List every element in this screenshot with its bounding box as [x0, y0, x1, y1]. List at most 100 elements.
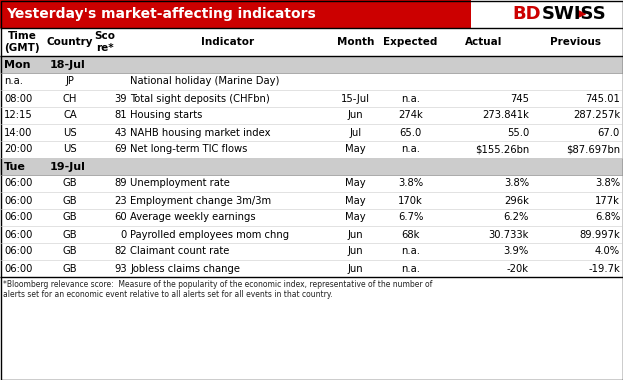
- Text: 273.841k: 273.841k: [482, 111, 529, 120]
- Text: Jun: Jun: [348, 263, 363, 274]
- Text: 06:00: 06:00: [4, 195, 32, 206]
- Text: 55.0: 55.0: [506, 128, 529, 138]
- Text: Jun: Jun: [348, 247, 363, 256]
- Text: JP: JP: [65, 76, 74, 87]
- Bar: [0, 107, 623, 124]
- Text: May: May: [345, 144, 366, 155]
- Text: Jobless claims change: Jobless claims change: [130, 263, 240, 274]
- Text: 177k: 177k: [595, 195, 620, 206]
- Text: Claimant count rate: Claimant count rate: [130, 247, 229, 256]
- Bar: [0, 73, 623, 90]
- Text: 3.8%: 3.8%: [398, 179, 423, 188]
- Text: May: May: [345, 212, 366, 223]
- Bar: [0, 158, 623, 175]
- Bar: [0, 90, 623, 107]
- Text: 23: 23: [115, 195, 127, 206]
- Text: 67.0: 67.0: [597, 128, 620, 138]
- Text: n.a.: n.a.: [401, 247, 420, 256]
- Text: National holiday (Marine Day): National holiday (Marine Day): [130, 76, 279, 87]
- Text: 3.8%: 3.8%: [504, 179, 529, 188]
- Text: 745: 745: [510, 93, 529, 103]
- Bar: [0, 243, 623, 260]
- Polygon shape: [578, 11, 586, 17]
- Bar: [0, 209, 623, 226]
- Text: Month: Month: [337, 37, 374, 47]
- Bar: [0, 124, 623, 141]
- Text: Payrolled employees mom chng: Payrolled employees mom chng: [130, 230, 289, 239]
- Text: Jul: Jul: [350, 128, 361, 138]
- Text: GB: GB: [63, 230, 77, 239]
- Text: 68k: 68k: [401, 230, 420, 239]
- Text: 274k: 274k: [398, 111, 423, 120]
- Bar: [0, 192, 623, 209]
- Text: Sco
re*: Sco re*: [94, 31, 115, 53]
- Text: 89.997k: 89.997k: [579, 230, 620, 239]
- Text: 6.7%: 6.7%: [398, 212, 423, 223]
- Text: 170k: 170k: [398, 195, 423, 206]
- Text: CH: CH: [63, 93, 77, 103]
- Text: Total sight deposits (CHFbn): Total sight deposits (CHFbn): [130, 93, 270, 103]
- Text: 287.257k: 287.257k: [573, 111, 620, 120]
- Text: SWISS: SWISS: [541, 5, 606, 23]
- Text: n.a.: n.a.: [401, 93, 420, 103]
- Text: GB: GB: [63, 212, 77, 223]
- Text: 30.733k: 30.733k: [488, 230, 529, 239]
- Text: 89: 89: [115, 179, 127, 188]
- Bar: [0, 28, 623, 56]
- Bar: [468, 0, 623, 28]
- Bar: [0, 226, 623, 243]
- Text: CA: CA: [63, 111, 77, 120]
- Text: $155.26bn: $155.26bn: [475, 144, 529, 155]
- Text: 6.8%: 6.8%: [595, 212, 620, 223]
- Text: Time
(GMT): Time (GMT): [4, 31, 40, 53]
- Text: 0: 0: [121, 230, 127, 239]
- Text: 69: 69: [114, 144, 127, 155]
- Text: GB: GB: [63, 195, 77, 206]
- Text: Unemployment rate: Unemployment rate: [130, 179, 230, 188]
- Text: 06:00: 06:00: [4, 212, 32, 223]
- Text: 296k: 296k: [504, 195, 529, 206]
- Bar: [0, 0, 623, 28]
- Text: US: US: [63, 128, 77, 138]
- Text: 20:00: 20:00: [4, 144, 32, 155]
- Text: 4.0%: 4.0%: [595, 247, 620, 256]
- Text: Expected: Expected: [383, 37, 438, 47]
- Text: n.a.: n.a.: [4, 76, 23, 87]
- Text: 15-Jul: 15-Jul: [341, 93, 370, 103]
- Text: 43: 43: [115, 128, 127, 138]
- Text: 81: 81: [115, 111, 127, 120]
- Bar: [0, 141, 623, 158]
- Text: Jun: Jun: [348, 230, 363, 239]
- Text: 06:00: 06:00: [4, 247, 32, 256]
- Text: 82: 82: [115, 247, 127, 256]
- Text: Jun: Jun: [348, 111, 363, 120]
- Text: n.a.: n.a.: [401, 263, 420, 274]
- Text: 3.8%: 3.8%: [595, 179, 620, 188]
- Bar: [0, 56, 623, 73]
- Text: Housing starts: Housing starts: [130, 111, 202, 120]
- Text: 60: 60: [115, 212, 127, 223]
- Text: $87.697bn: $87.697bn: [566, 144, 620, 155]
- Text: 65.0: 65.0: [399, 128, 422, 138]
- Text: GB: GB: [63, 179, 77, 188]
- Text: 745.01: 745.01: [585, 93, 620, 103]
- Text: -19.7k: -19.7k: [588, 263, 620, 274]
- Bar: [0, 260, 623, 277]
- Text: BD: BD: [513, 5, 541, 23]
- Text: Average weekly earnings: Average weekly earnings: [130, 212, 255, 223]
- Text: 14:00: 14:00: [4, 128, 32, 138]
- Text: -20k: -20k: [507, 263, 529, 274]
- Text: Country: Country: [47, 37, 93, 47]
- Text: *Bloomberg relevance score:  Measure of the popularity of the economic index, re: *Bloomberg relevance score: Measure of t…: [3, 280, 432, 299]
- Text: 06:00: 06:00: [4, 263, 32, 274]
- Text: 06:00: 06:00: [4, 179, 32, 188]
- Text: GB: GB: [63, 263, 77, 274]
- Text: Mon: Mon: [4, 60, 31, 70]
- Bar: [0, 175, 623, 192]
- Text: US: US: [63, 144, 77, 155]
- Text: May: May: [345, 179, 366, 188]
- Text: Employment change 3m/3m: Employment change 3m/3m: [130, 195, 271, 206]
- Text: 19-Jul: 19-Jul: [50, 162, 86, 171]
- Text: 06:00: 06:00: [4, 230, 32, 239]
- Text: 12:15: 12:15: [4, 111, 33, 120]
